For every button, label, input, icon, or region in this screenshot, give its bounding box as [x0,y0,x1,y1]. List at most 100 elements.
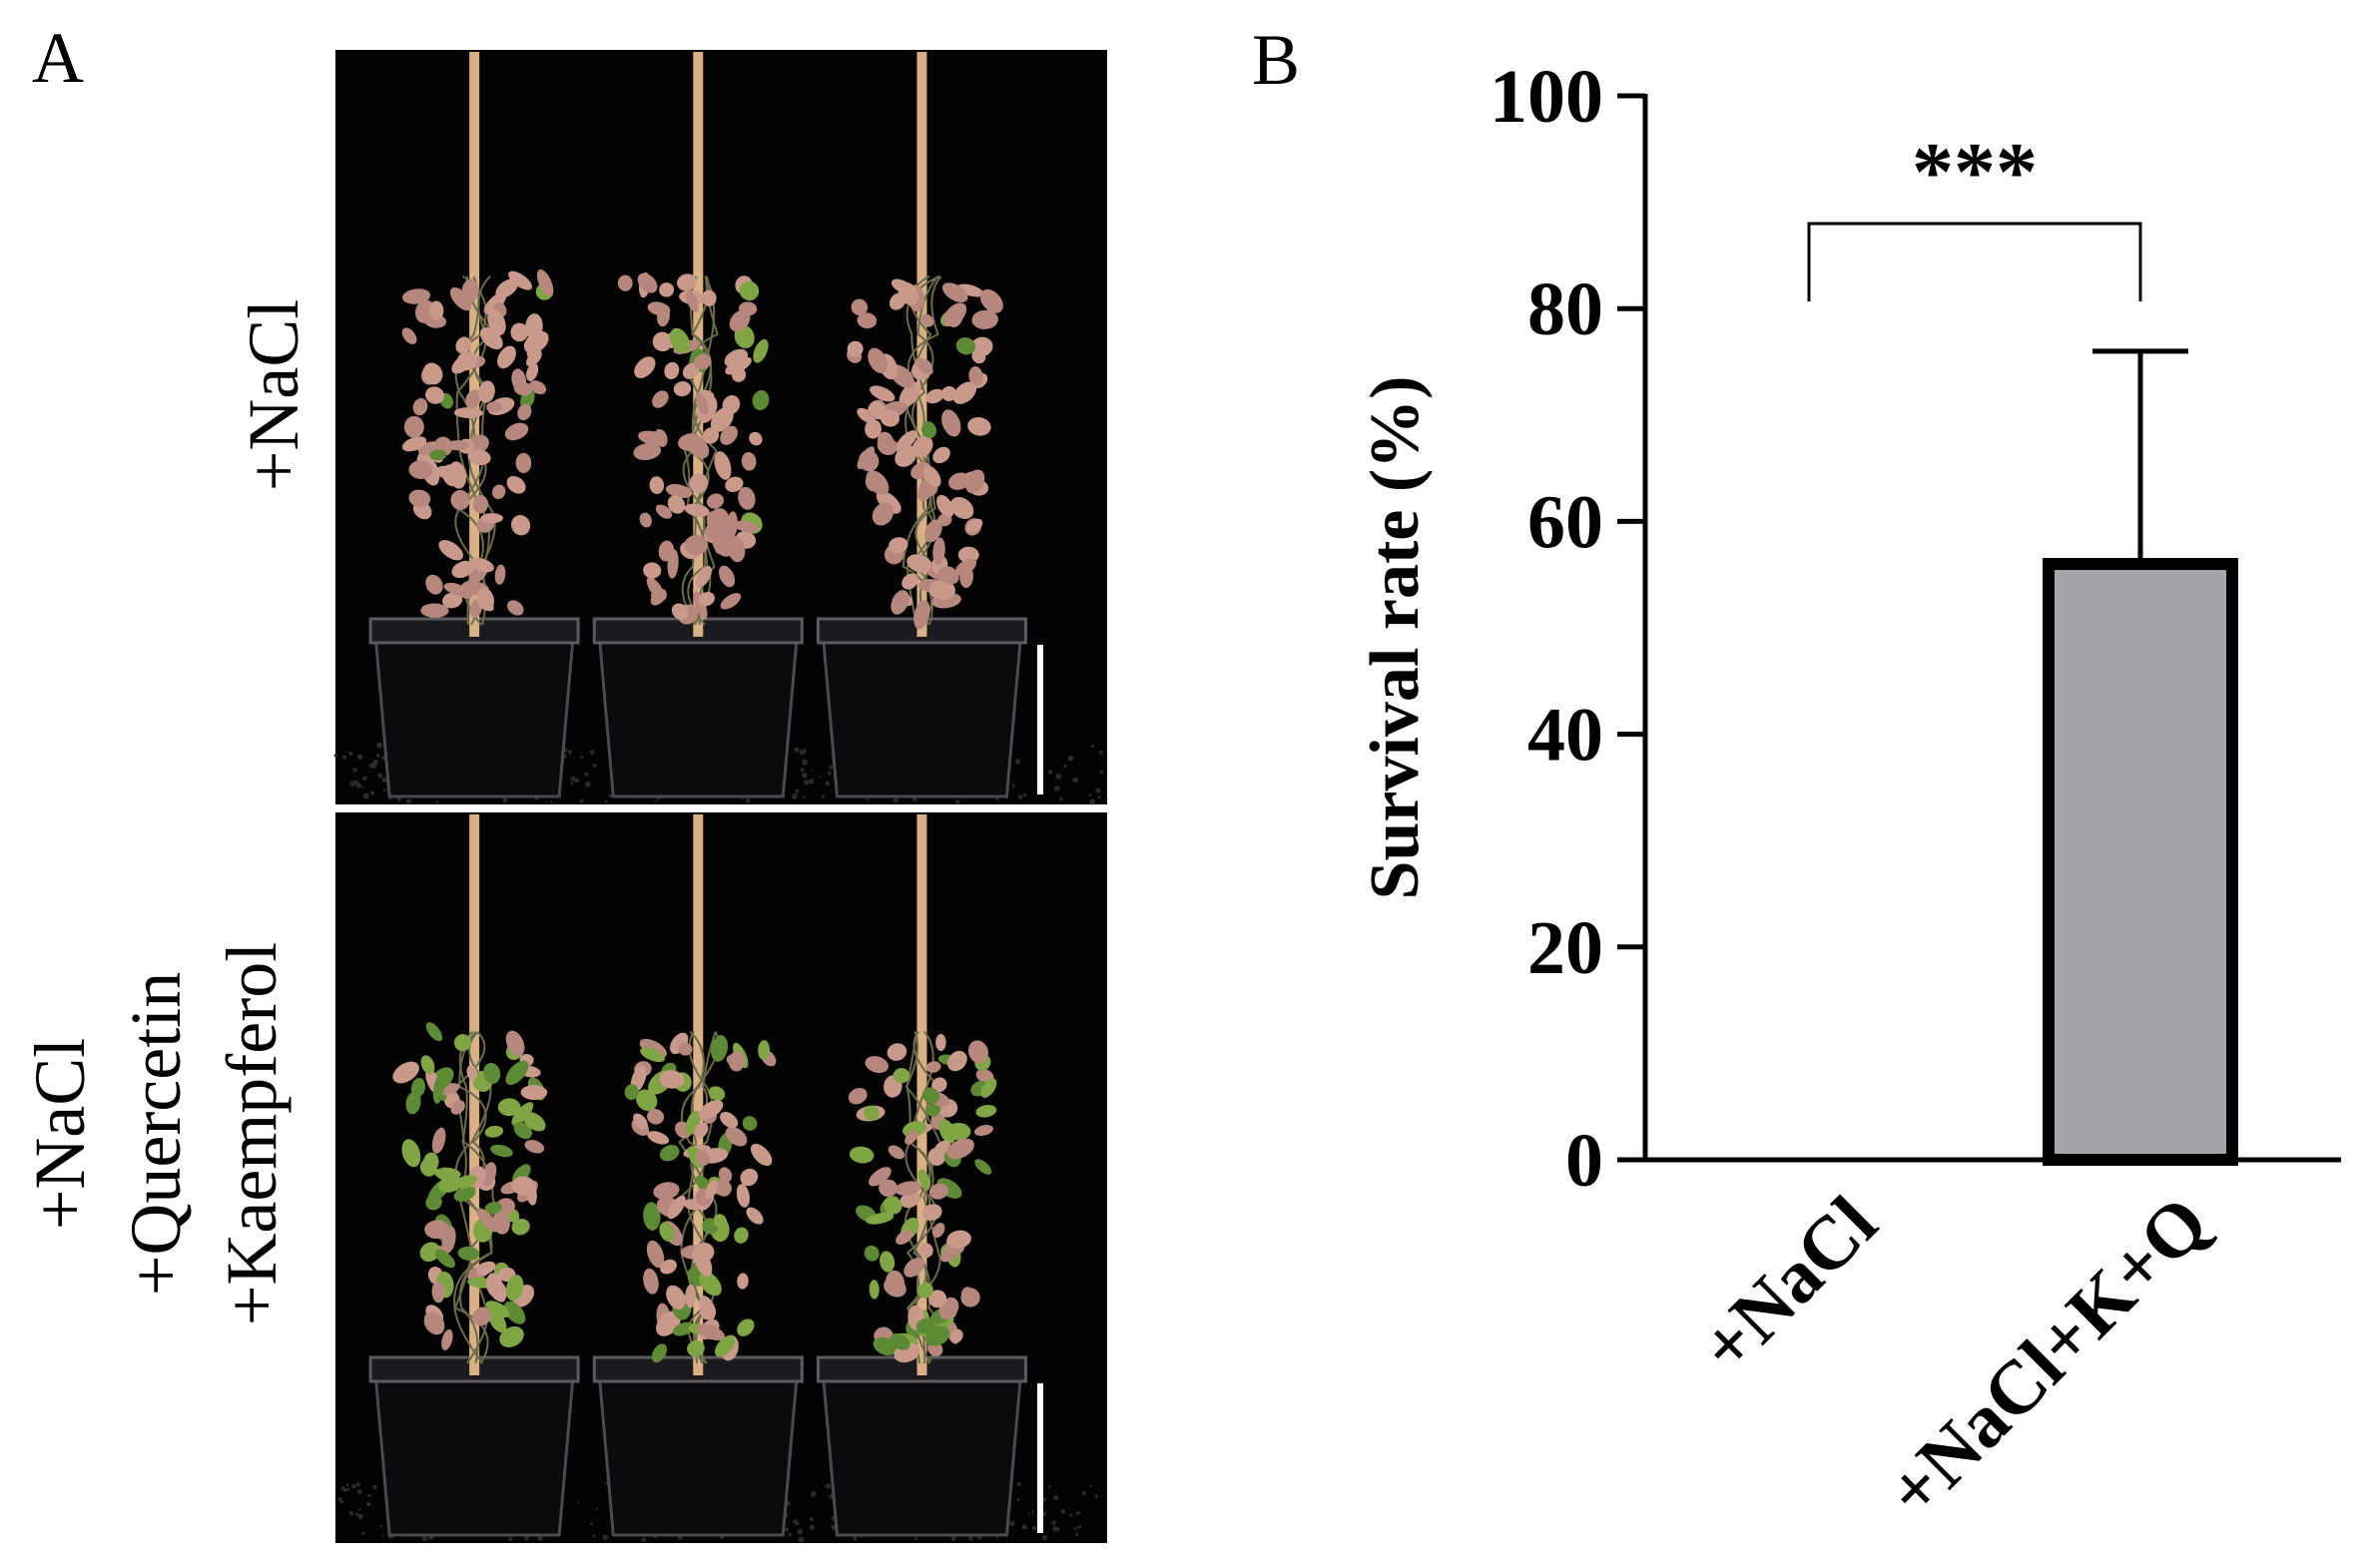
wilted-leaf [497,345,516,369]
wilted-leaf [465,389,482,409]
y-tick-label: 80 [1527,267,1603,351]
soil-speck [914,1536,918,1540]
wilted-leaf [536,268,554,296]
soil-speck [1069,1513,1073,1517]
wilted-leaf [705,1180,719,1200]
green-leaf [453,1034,472,1052]
green-leaf [419,1159,437,1177]
soil-speck [803,780,810,785]
row-label-line: +Quercetin [116,972,196,1296]
wilted-leaf [917,487,930,502]
soil-speck [602,1534,609,1541]
soil-speck [1011,784,1015,787]
soil-speck [866,797,869,800]
wilted-leaf [888,1145,905,1160]
green-leaf [453,1186,476,1202]
wilted-leaf [652,390,669,408]
wilted-leaf [637,272,658,293]
soil-speck [589,1521,594,1526]
wilted-leaf [659,282,675,297]
wilted-leaf [857,312,878,329]
wilted-leaf [408,489,431,508]
soil-speck [1053,1494,1059,1500]
soil-speck [592,1534,596,1538]
wilted-leaf [671,603,689,620]
soil-speck [357,1513,363,1519]
green-leaf [432,1075,444,1104]
vine-stem [907,1030,941,1364]
row-label-bottom: +NaCl +Quercetin +Kaempferol [20,942,292,1325]
soil-speck [379,1524,383,1528]
wilted-leaf [872,502,894,526]
soil-speck [524,1536,529,1541]
wilted-leaf [677,273,697,291]
soil-speck [1072,777,1079,784]
wilted-leaf [725,1127,748,1147]
wilted-leaf [923,465,941,488]
green-leaf [640,1047,665,1063]
wilted-leaf [694,353,712,370]
soil-speck [1041,1535,1047,1541]
wilted-leaf [925,388,944,404]
soil-speck [570,782,574,784]
potted-plant [592,52,804,798]
wilted-leaf [698,1100,724,1120]
wilted-leaf [898,381,921,407]
wilted-leaf [903,1258,924,1278]
wilted-leaf [714,451,732,480]
wilted-leaf [423,1311,445,1335]
soil-speck [802,759,809,766]
wilted-leaf [967,416,991,436]
soil-speck [383,788,387,792]
soil-speck [348,751,353,756]
wilted-leaf [694,1122,709,1139]
vine-stem [681,275,718,626]
wilted-leaf [931,1223,945,1238]
green-leaf [737,1318,755,1336]
wilted-leaf [506,475,526,494]
green-leaf [869,1280,880,1300]
green-leaf [980,1078,997,1098]
wilted-leaf [667,549,679,579]
wilted-leaf [667,495,686,514]
soil-speck [348,1511,354,1516]
wilted-leaf [695,1250,713,1278]
soil-speck [1054,1526,1060,1532]
soil-speck [355,783,362,788]
green-leaf [499,1325,524,1347]
soil-speck [968,1535,973,1541]
soil-speck [1095,787,1101,793]
wilted-leaf [932,446,950,464]
wilted-leaf [508,270,533,290]
green-leaf [454,1175,477,1189]
row-label-top: +NaCl [234,299,313,492]
green-leaf [883,1196,902,1215]
wilted-leaf [948,472,970,490]
green-leaf [636,1089,658,1112]
green-leaf [880,1251,895,1273]
wilted-leaf [932,537,945,565]
wilted-leaf [487,309,506,335]
potted-plant [592,814,804,1537]
soil-speck [641,1537,647,1542]
wilted-leaf [894,1181,921,1196]
soil-speck [340,1500,344,1504]
green-leaf [920,421,936,439]
green-leaf [434,1249,455,1269]
panel-b: B 0 20 40 60 80 100 Survival rate (%) +NaCl+NaC… [1252,20,2341,1534]
wilted-leaf [425,574,443,595]
soil-speck [366,1501,371,1507]
soil-speck [1016,1498,1020,1502]
soil-speck [792,793,798,799]
soil-speck [1060,1509,1066,1514]
soil-speck [584,772,589,777]
wilted-leaf [913,600,930,630]
green-leaf [425,1022,443,1042]
wilted-leaf [964,469,985,494]
wilted-leaf [928,580,955,601]
wilted-leaf [725,356,752,375]
soil-speck [803,795,806,798]
soil-speck [333,754,337,758]
soil-speck [795,788,800,793]
wilted-leaf [966,518,983,533]
